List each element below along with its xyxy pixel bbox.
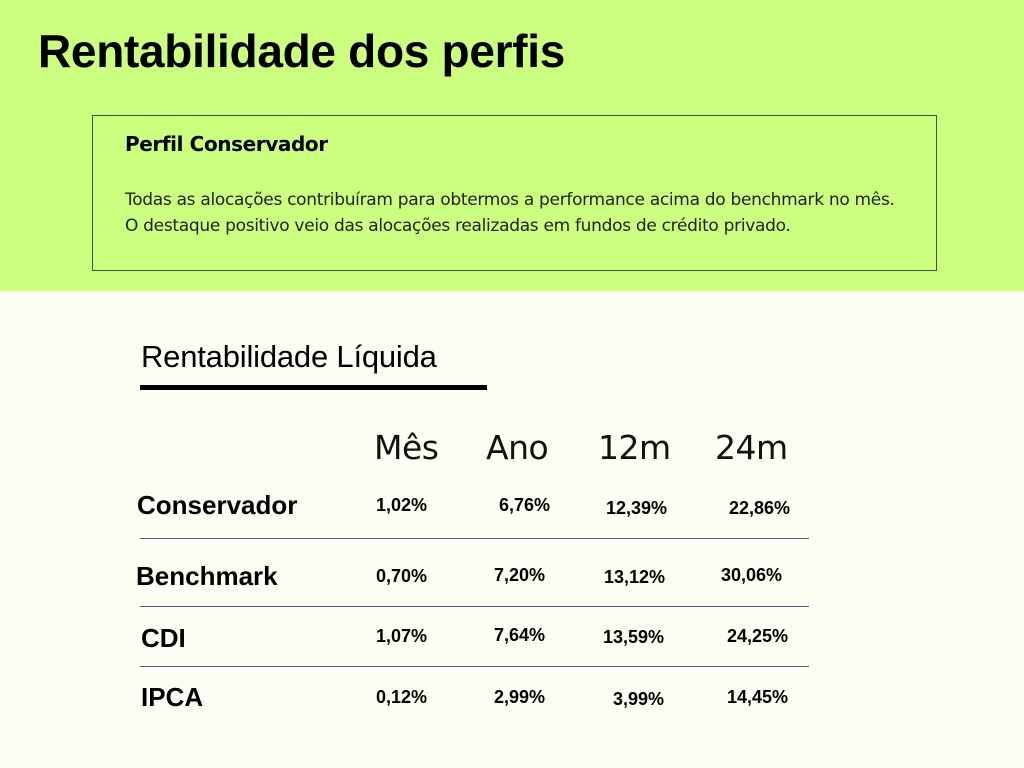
row-label: Conservador	[137, 490, 298, 520]
profile-description: Todas as alocações contribuíram para obt…	[125, 190, 895, 236]
cell-ano: 7,64%	[494, 625, 546, 645]
column-header-24m: 24m	[715, 428, 788, 467]
cell-24m: 14,45%	[727, 687, 789, 707]
row-label: CDI	[141, 623, 186, 653]
cell-mes: 0,12%	[376, 687, 428, 707]
page-title: Rentabilidade dos perfis	[38, 25, 566, 77]
row-label: Benchmark	[136, 561, 278, 591]
section-underline	[140, 385, 487, 390]
column-header-mes: Mês	[374, 428, 439, 467]
row-divider	[140, 606, 809, 607]
row-divider	[140, 538, 809, 539]
row-divider	[140, 666, 809, 667]
cell-24m: 24,25%	[727, 626, 789, 646]
cell-12m: 13,59%	[603, 627, 665, 647]
cell-ano: 6,76%	[499, 495, 551, 515]
row-label: IPCA	[141, 682, 204, 712]
column-header-ano: Ano	[486, 428, 549, 467]
cell-mes: 1,02%	[376, 495, 428, 515]
cell-ano: 7,20%	[494, 565, 546, 585]
cell-ano: 2,99%	[494, 687, 546, 707]
cell-12m: 13,12%	[604, 567, 666, 587]
cell-12m: 12,39%	[606, 498, 668, 518]
column-header-12m: 12m	[598, 428, 671, 467]
profile-heading: Perfil Conservador	[125, 132, 328, 156]
header-band	[0, 0, 1024, 291]
cell-12m: 3,99%	[613, 689, 665, 709]
cell-24m: 22,86%	[729, 498, 791, 518]
cell-mes: 1,07%	[376, 626, 428, 646]
section-title: Rentabilidade Líquida	[141, 339, 437, 374]
profile-summary-box: Perfil Conservador Todas as alocações co…	[92, 115, 937, 271]
cell-24m: 30,06%	[721, 565, 783, 585]
cell-mes: 0,70%	[376, 566, 428, 586]
